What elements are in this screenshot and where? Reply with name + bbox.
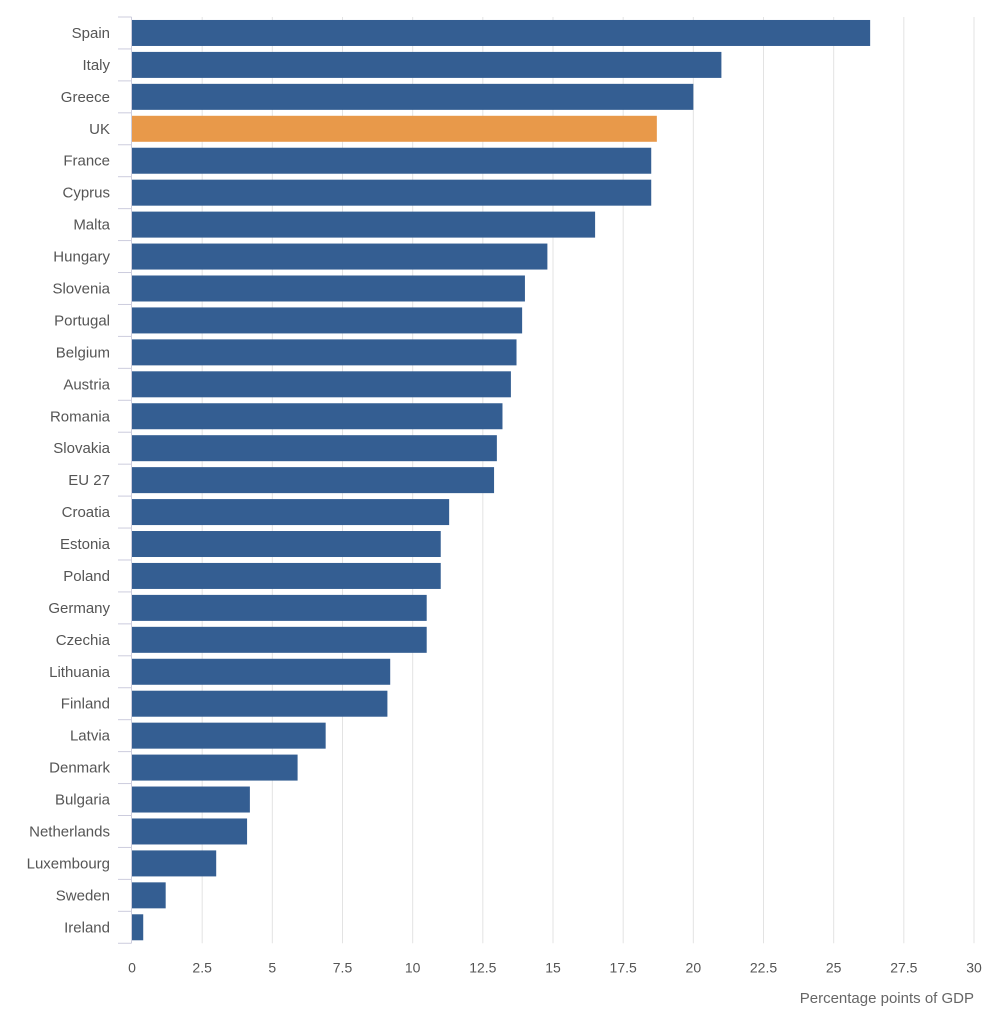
bar-denmark bbox=[132, 754, 298, 781]
category-label: Netherlands bbox=[29, 823, 110, 840]
bar-italy bbox=[132, 51, 722, 78]
bar-sweden bbox=[132, 882, 166, 909]
category-label: Ireland bbox=[64, 919, 110, 936]
x-tick-label: 2.5 bbox=[192, 959, 212, 975]
x-tick-label: 17.5 bbox=[610, 959, 637, 975]
category-label: Lithuania bbox=[49, 664, 111, 681]
category-label: Finland bbox=[61, 696, 110, 713]
category-label: Estonia bbox=[60, 536, 111, 553]
bar-estonia bbox=[132, 531, 441, 558]
bar-slovakia bbox=[132, 435, 497, 462]
bar-latvia bbox=[132, 722, 326, 749]
category-label: EU 27 bbox=[68, 472, 110, 489]
x-tick-label: 15 bbox=[545, 959, 561, 975]
x-tick-label: 12.5 bbox=[469, 959, 496, 975]
bar-finland bbox=[132, 690, 388, 717]
bar-ireland bbox=[132, 914, 144, 941]
category-label: France bbox=[63, 153, 110, 170]
category-label: Germany bbox=[48, 600, 110, 617]
bar-slovenia bbox=[132, 275, 525, 302]
x-tick-label: 27.5 bbox=[890, 959, 917, 975]
bar-croatia bbox=[132, 499, 450, 526]
category-label: Bulgaria bbox=[55, 792, 111, 809]
x-tick-labels: 0 2.5 5 7.5 10 12.5 15 17.5 20 22.5 25 27.5 30 bbox=[128, 959, 982, 975]
x-tick-label: 20 bbox=[686, 959, 702, 975]
x-tick-label: 22.5 bbox=[750, 959, 777, 975]
bar-malta bbox=[132, 211, 596, 238]
category-label: Latvia bbox=[70, 728, 111, 745]
bar-poland bbox=[132, 562, 441, 589]
category-label: Portugal bbox=[54, 312, 110, 329]
bar-lithuania bbox=[132, 658, 391, 685]
category-label: Croatia bbox=[62, 504, 111, 521]
category-label: Czechia bbox=[56, 632, 111, 649]
bar-cyprus bbox=[132, 179, 652, 206]
bar-uk bbox=[132, 115, 657, 142]
bar-netherlands bbox=[132, 818, 248, 845]
bar-belgium bbox=[132, 339, 517, 366]
bar-portugal bbox=[132, 307, 523, 334]
category-label: Hungary bbox=[53, 249, 110, 266]
bar-spain bbox=[132, 19, 871, 46]
category-label: UK bbox=[89, 121, 110, 138]
category-label: Malta bbox=[73, 217, 110, 234]
category-label: Romania bbox=[50, 408, 111, 425]
bar-eu-27 bbox=[132, 467, 495, 494]
category-label: Denmark bbox=[49, 760, 110, 777]
category-label: Poland bbox=[63, 568, 110, 585]
x-tick-label: 7.5 bbox=[333, 959, 353, 975]
category-label: Belgium bbox=[56, 344, 110, 361]
category-label: Luxembourg bbox=[27, 855, 110, 872]
bar-czechia bbox=[132, 626, 427, 653]
bar-luxembourg bbox=[132, 850, 217, 877]
x-tick-label: 5 bbox=[268, 959, 276, 975]
category-label: Slovakia bbox=[53, 440, 110, 457]
category-axis bbox=[118, 16, 132, 944]
bar-germany bbox=[132, 594, 427, 621]
category-label: Spain bbox=[72, 25, 110, 42]
category-label: Slovenia bbox=[52, 280, 110, 297]
bar-bulgaria bbox=[132, 786, 250, 813]
category-label: Cyprus bbox=[62, 185, 110, 202]
bar-france bbox=[132, 147, 652, 174]
category-label: Sweden bbox=[56, 887, 110, 904]
category-label: Austria bbox=[63, 376, 110, 393]
x-tick-label: 10 bbox=[405, 959, 421, 975]
bar-austria bbox=[132, 371, 511, 398]
x-axis-title: Percentage points of GDP bbox=[800, 990, 974, 1007]
bars bbox=[132, 19, 871, 941]
category-labels: Spain Italy Greece UK France Cyprus Malta Hunga… bbox=[27, 25, 111, 936]
x-tick-label: 25 bbox=[826, 959, 842, 975]
x-tick-label: 30 bbox=[966, 959, 982, 975]
bar-romania bbox=[132, 403, 503, 430]
category-label: Italy bbox=[82, 57, 110, 74]
category-label: Greece bbox=[61, 89, 110, 106]
bar-hungary bbox=[132, 243, 548, 270]
x-tick-label: 0 bbox=[128, 959, 136, 975]
bar-greece bbox=[132, 83, 694, 110]
